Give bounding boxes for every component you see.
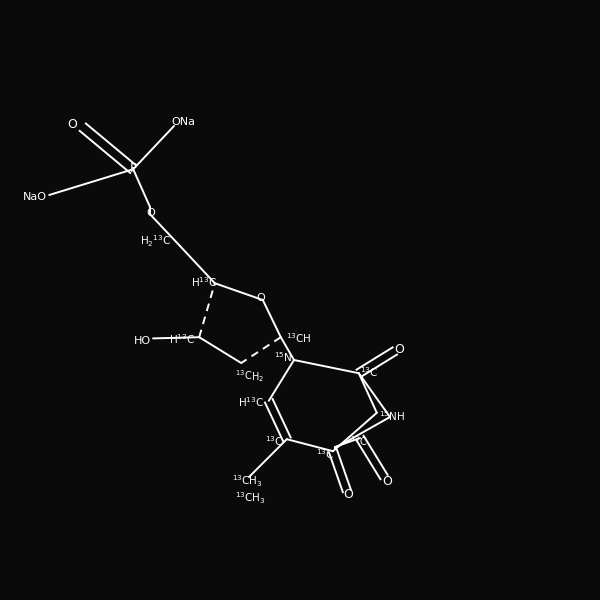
Text: H$^{13}$C: H$^{13}$C bbox=[191, 275, 217, 289]
Text: O: O bbox=[394, 343, 404, 356]
Text: HO: HO bbox=[134, 336, 151, 346]
Text: H$^{13}$C: H$^{13}$C bbox=[238, 395, 264, 409]
Text: $^{15}$NH: $^{15}$NH bbox=[379, 409, 405, 424]
Text: $^{13}$C: $^{13}$C bbox=[265, 434, 283, 449]
Text: $^{13}$C: $^{13}$C bbox=[235, 368, 252, 382]
Text: $^{13}$C: $^{13}$C bbox=[316, 448, 335, 461]
Text: O: O bbox=[67, 118, 77, 131]
Text: H$_2$$^{13}$C: H$_2$$^{13}$C bbox=[140, 233, 171, 249]
Text: $^{13}$C: $^{13}$C bbox=[360, 365, 379, 379]
Text: P: P bbox=[130, 161, 137, 175]
Text: H$_2$: H$_2$ bbox=[251, 370, 264, 384]
Text: $^{13}$CH$_3$: $^{13}$CH$_3$ bbox=[232, 473, 263, 489]
Text: $^{13}$C: $^{13}$C bbox=[350, 434, 367, 448]
Text: O: O bbox=[256, 293, 265, 302]
Text: $^{13}$CH: $^{13}$CH bbox=[286, 331, 311, 344]
Text: ONa: ONa bbox=[171, 117, 195, 127]
Text: O: O bbox=[343, 488, 353, 502]
Text: H$^{13}$C: H$^{13}$C bbox=[169, 332, 195, 346]
Text: O: O bbox=[147, 208, 155, 218]
Text: NaO: NaO bbox=[23, 192, 47, 202]
Text: $^{15}$N: $^{15}$N bbox=[274, 350, 292, 364]
Text: O: O bbox=[382, 475, 392, 488]
Text: $^{13}$CH$_3$: $^{13}$CH$_3$ bbox=[235, 490, 266, 506]
